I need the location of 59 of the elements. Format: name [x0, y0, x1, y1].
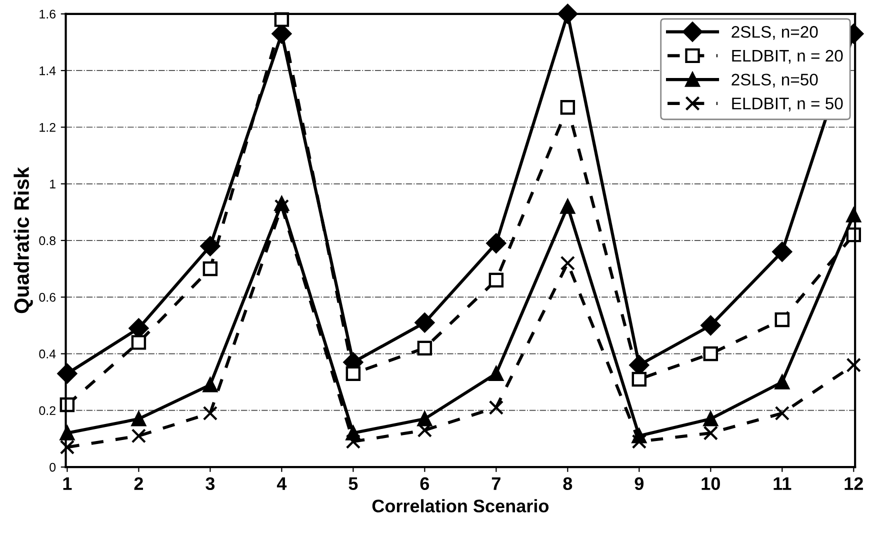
y-tick-label: 1: [50, 180, 56, 188]
point: [560, 100, 576, 115]
point: [632, 434, 647, 449]
point: [417, 340, 432, 356]
y-tick-label: 0: [50, 462, 56, 472]
y-tick-label: 0.4: [39, 350, 56, 358]
x-tick-label: 1: [63, 477, 72, 490]
point: [700, 315, 721, 336]
y-axis-title: Quadratic Risk: [14, 166, 33, 314]
point: [486, 233, 506, 254]
x-tick-label: 11: [774, 477, 792, 490]
point: [131, 412, 146, 426]
y-tick-label: 1.4: [40, 66, 56, 76]
y-tick-label: 0.2: [39, 406, 56, 416]
point: [414, 312, 435, 333]
point: [488, 272, 504, 288]
legend-label: 2SLS, n=20: [732, 26, 818, 40]
point: [488, 400, 504, 415]
point: [846, 358, 862, 372]
point: [200, 236, 220, 256]
y-tick-label: 0.8: [39, 236, 56, 246]
point: [60, 440, 75, 455]
point: [774, 406, 790, 421]
point: [488, 366, 504, 381]
point: [774, 312, 790, 328]
x-tick-label: 8: [563, 477, 572, 490]
x-tick-label: 3: [206, 477, 215, 490]
x-axis-title: Correlation Scenario: [372, 499, 549, 512]
point: [274, 199, 290, 214]
point: [774, 374, 790, 390]
x-tick-label: 6: [420, 477, 430, 490]
x-tick-label: 5: [348, 477, 358, 490]
x-tick-label: 7: [492, 477, 500, 490]
point: [202, 378, 218, 392]
y-tick-label: 1.6: [40, 10, 56, 19]
legend-label: 2SLS, n=50: [732, 74, 818, 88]
x-tick-label: 9: [634, 477, 644, 490]
legend-label: ELDBIT, n = 20: [732, 50, 843, 64]
point: [703, 412, 718, 426]
point: [560, 256, 576, 270]
x-tick-label: 10: [702, 477, 720, 490]
point: [346, 434, 361, 449]
x-tick-label: 12: [844, 477, 863, 490]
x-tick-label: 2: [134, 477, 143, 490]
point: [131, 335, 146, 350]
point: [772, 242, 792, 262]
point: [131, 428, 146, 444]
x-tick-label: 4: [276, 477, 287, 490]
point: [417, 412, 432, 426]
point: [346, 366, 361, 381]
point: [202, 406, 218, 421]
point: [703, 426, 718, 440]
y-tick-label: 0.6: [39, 292, 56, 302]
point: [202, 261, 218, 276]
legend-label: ELDBIT, n = 50: [732, 98, 843, 112]
point: [703, 346, 718, 362]
point: [560, 199, 576, 214]
y-tick-label: 1.2: [40, 122, 56, 132]
point: [632, 372, 647, 387]
